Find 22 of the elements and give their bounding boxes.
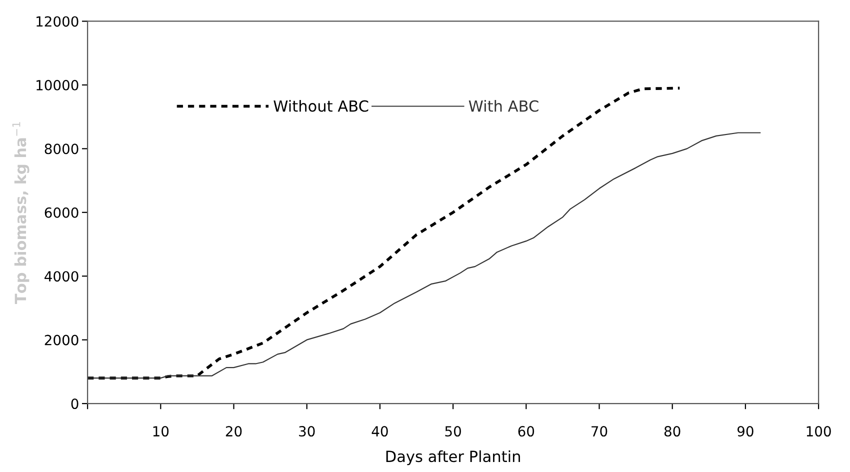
x-tick-label: 100 xyxy=(806,426,831,437)
text: With ABC xyxy=(468,100,538,112)
x-tick-label: 40 xyxy=(372,426,388,437)
y-tick-label: 8000 xyxy=(44,144,78,154)
x-tick-label: 20 xyxy=(226,426,242,437)
y-tick-label: 10000 xyxy=(36,80,78,90)
y-tick-label: 2000 xyxy=(44,334,78,346)
line-series xyxy=(88,86,682,380)
x-tick-label: 50 xyxy=(445,426,461,437)
x-tick-label: 30 xyxy=(299,426,315,437)
y-tick-label: 12000 xyxy=(36,16,78,27)
line-series xyxy=(88,132,761,379)
text: Without ABC xyxy=(274,100,368,112)
x-tick-label: 90 xyxy=(737,426,754,437)
y-tick-label: 6000 xyxy=(44,207,78,218)
y-tick-label: 0 xyxy=(71,398,78,410)
y-tick-label: 4000 xyxy=(44,271,78,282)
x-tick-label: 60 xyxy=(518,426,534,437)
x-axis-title: Days after Plantin xyxy=(386,450,520,466)
x-tick-label: 10 xyxy=(153,426,169,437)
x-tick-label: 80 xyxy=(664,426,680,437)
x-tick-label: 70 xyxy=(592,426,608,437)
